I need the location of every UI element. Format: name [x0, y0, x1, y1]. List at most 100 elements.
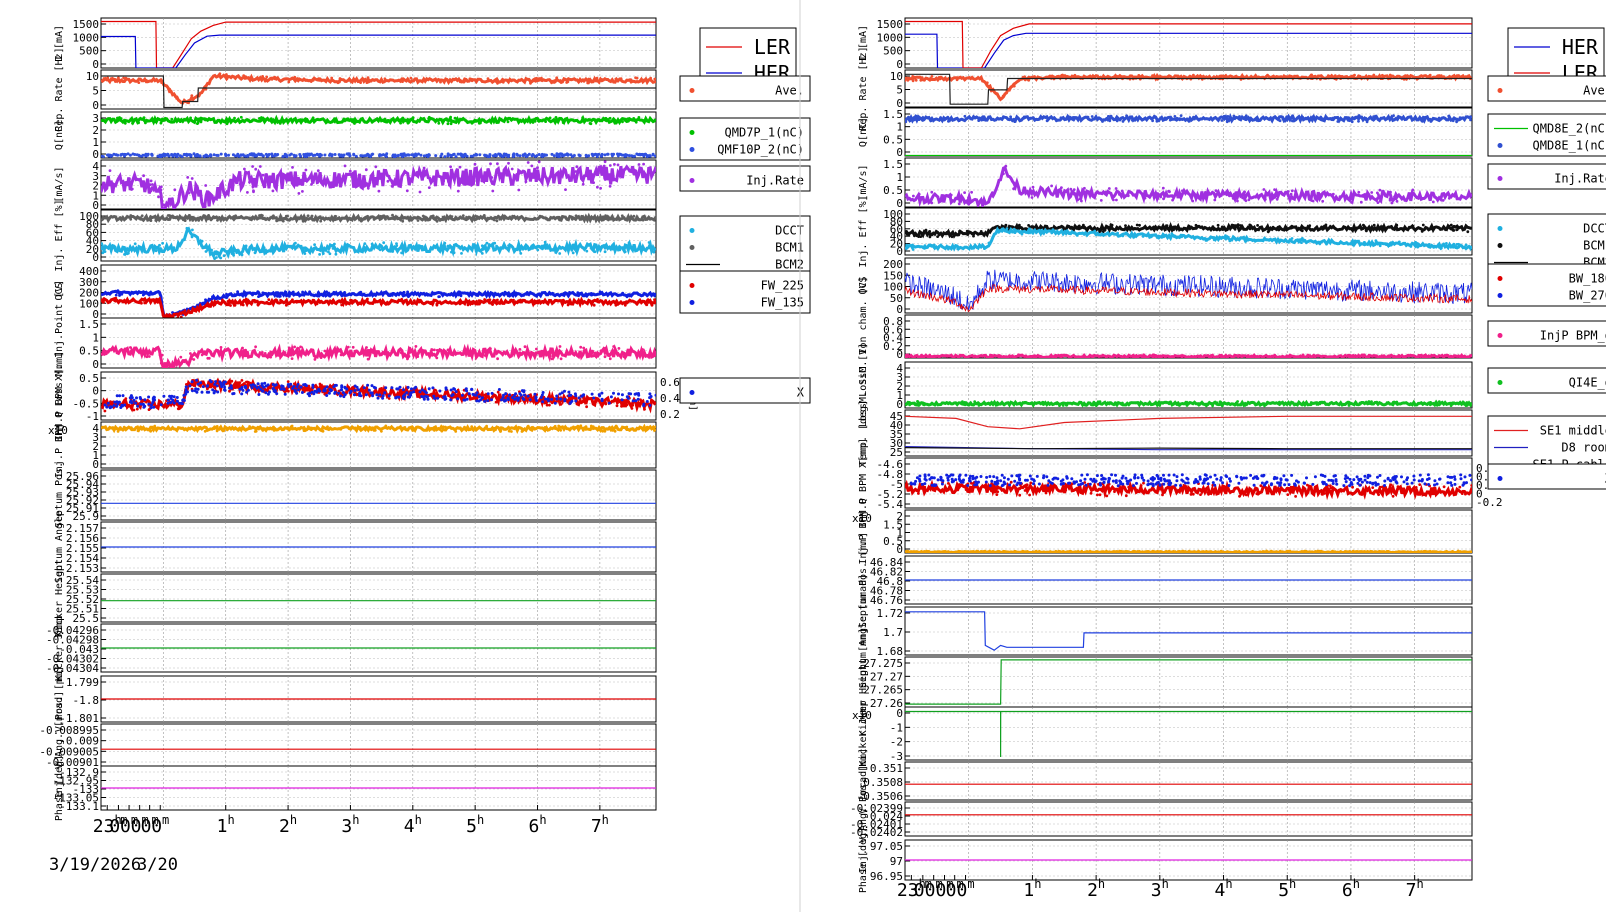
data-point: [1451, 401, 1455, 405]
data-point: [242, 74, 246, 77]
data-point: [206, 348, 210, 352]
data-point: [147, 402, 151, 406]
data-point: [1357, 190, 1361, 194]
data-point: [449, 388, 453, 392]
data-point: [550, 397, 554, 401]
data-point: [433, 119, 437, 122]
data-point: [634, 291, 638, 295]
data-point: [1094, 479, 1098, 483]
data-point: [339, 353, 343, 357]
data-point: [321, 252, 325, 256]
y-tick-label: -0.02402: [850, 826, 903, 839]
data-point: [244, 299, 247, 302]
data-point: [1062, 482, 1065, 485]
data-point: [524, 180, 528, 184]
y-tick-label: 0: [896, 97, 903, 110]
data-point: [973, 400, 977, 404]
data-point: [149, 189, 153, 193]
data-point: [483, 153, 487, 157]
data-point: [372, 218, 376, 221]
data-point: [458, 302, 462, 306]
y-tick-label: -132.9: [59, 766, 99, 779]
data-point: [391, 213, 394, 217]
data-point: [1308, 354, 1312, 357]
y-axis-label: OCS: [858, 276, 869, 294]
data-point: [145, 355, 149, 359]
data-point: [403, 426, 407, 429]
data-point: [1136, 476, 1140, 480]
data-point: [923, 244, 927, 248]
data-point: [480, 396, 484, 400]
plot-row: 1.510.50[mA/s]Inj.Rate: [858, 157, 1606, 210]
data-point: [1222, 114, 1226, 118]
data-point: [192, 358, 196, 361]
data-point: [313, 358, 317, 361]
data-point: [431, 214, 435, 218]
data-point: [197, 427, 201, 431]
data-point: [1416, 245, 1419, 249]
data-point: [1219, 478, 1223, 482]
series-group: [905, 399, 1472, 408]
data-point: [1125, 114, 1128, 118]
y-tick-label: 4: [896, 362, 903, 375]
data-point: [405, 391, 409, 395]
data-point: [363, 217, 366, 221]
data-point: [974, 480, 978, 484]
data-point: [308, 290, 311, 294]
data-point: [1252, 483, 1256, 487]
legend-box: [1487, 113, 1606, 157]
data-point: [551, 354, 555, 358]
data-point: [1083, 186, 1086, 190]
data-point: [1403, 489, 1407, 493]
data-point: [1059, 479, 1063, 483]
data-point: [253, 430, 257, 433]
data-point: [1002, 403, 1006, 407]
data-point: [406, 385, 410, 389]
data-point: [558, 252, 562, 255]
data-point: [168, 315, 172, 318]
y-tick-label: 46.76: [870, 594, 903, 607]
data-point: [178, 192, 182, 196]
data-point: [987, 241, 991, 245]
data-point: [1419, 195, 1422, 199]
data-point: [1454, 246, 1458, 250]
data-point: [431, 427, 434, 431]
data-point: [493, 154, 497, 158]
data-point: [386, 179, 390, 183]
data-point: [231, 153, 235, 157]
data-point: [152, 398, 156, 402]
data-point: [607, 218, 610, 222]
data-point: [224, 154, 228, 158]
data-point: [316, 181, 319, 185]
data-point: [508, 393, 511, 397]
data-point: [458, 177, 461, 181]
data-point: [610, 429, 614, 432]
data-point: [474, 302, 478, 306]
data-point: [346, 173, 350, 177]
legend-box: [1487, 75, 1606, 102]
data-point: [302, 174, 305, 178]
data-point: [1427, 477, 1431, 481]
data-point: [203, 350, 207, 353]
data-point: [229, 384, 233, 388]
data-point: [429, 302, 433, 305]
y-axis-label: Inj. Eff [%]: [858, 195, 869, 267]
data-point: [574, 399, 578, 403]
data-point: [175, 396, 179, 399]
data-point: [1380, 354, 1384, 358]
data-point: [158, 243, 161, 247]
data-point: [1422, 115, 1426, 119]
data-point: [502, 393, 505, 397]
data-point: [191, 217, 195, 221]
data-point: [1308, 224, 1312, 228]
data-point: [243, 167, 246, 171]
data-point: [1109, 551, 1112, 553]
y-tick-label: -132.95: [53, 775, 99, 788]
data-point: [1064, 488, 1068, 492]
y-tick-label: 1: [92, 136, 99, 149]
data-point: [333, 390, 337, 394]
data-point: [550, 401, 554, 405]
data-point: [424, 218, 427, 222]
data-point: [1212, 226, 1216, 230]
